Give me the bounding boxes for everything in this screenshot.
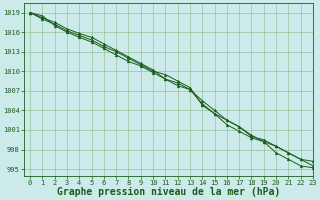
- X-axis label: Graphe pression niveau de la mer (hPa): Graphe pression niveau de la mer (hPa): [57, 187, 280, 197]
